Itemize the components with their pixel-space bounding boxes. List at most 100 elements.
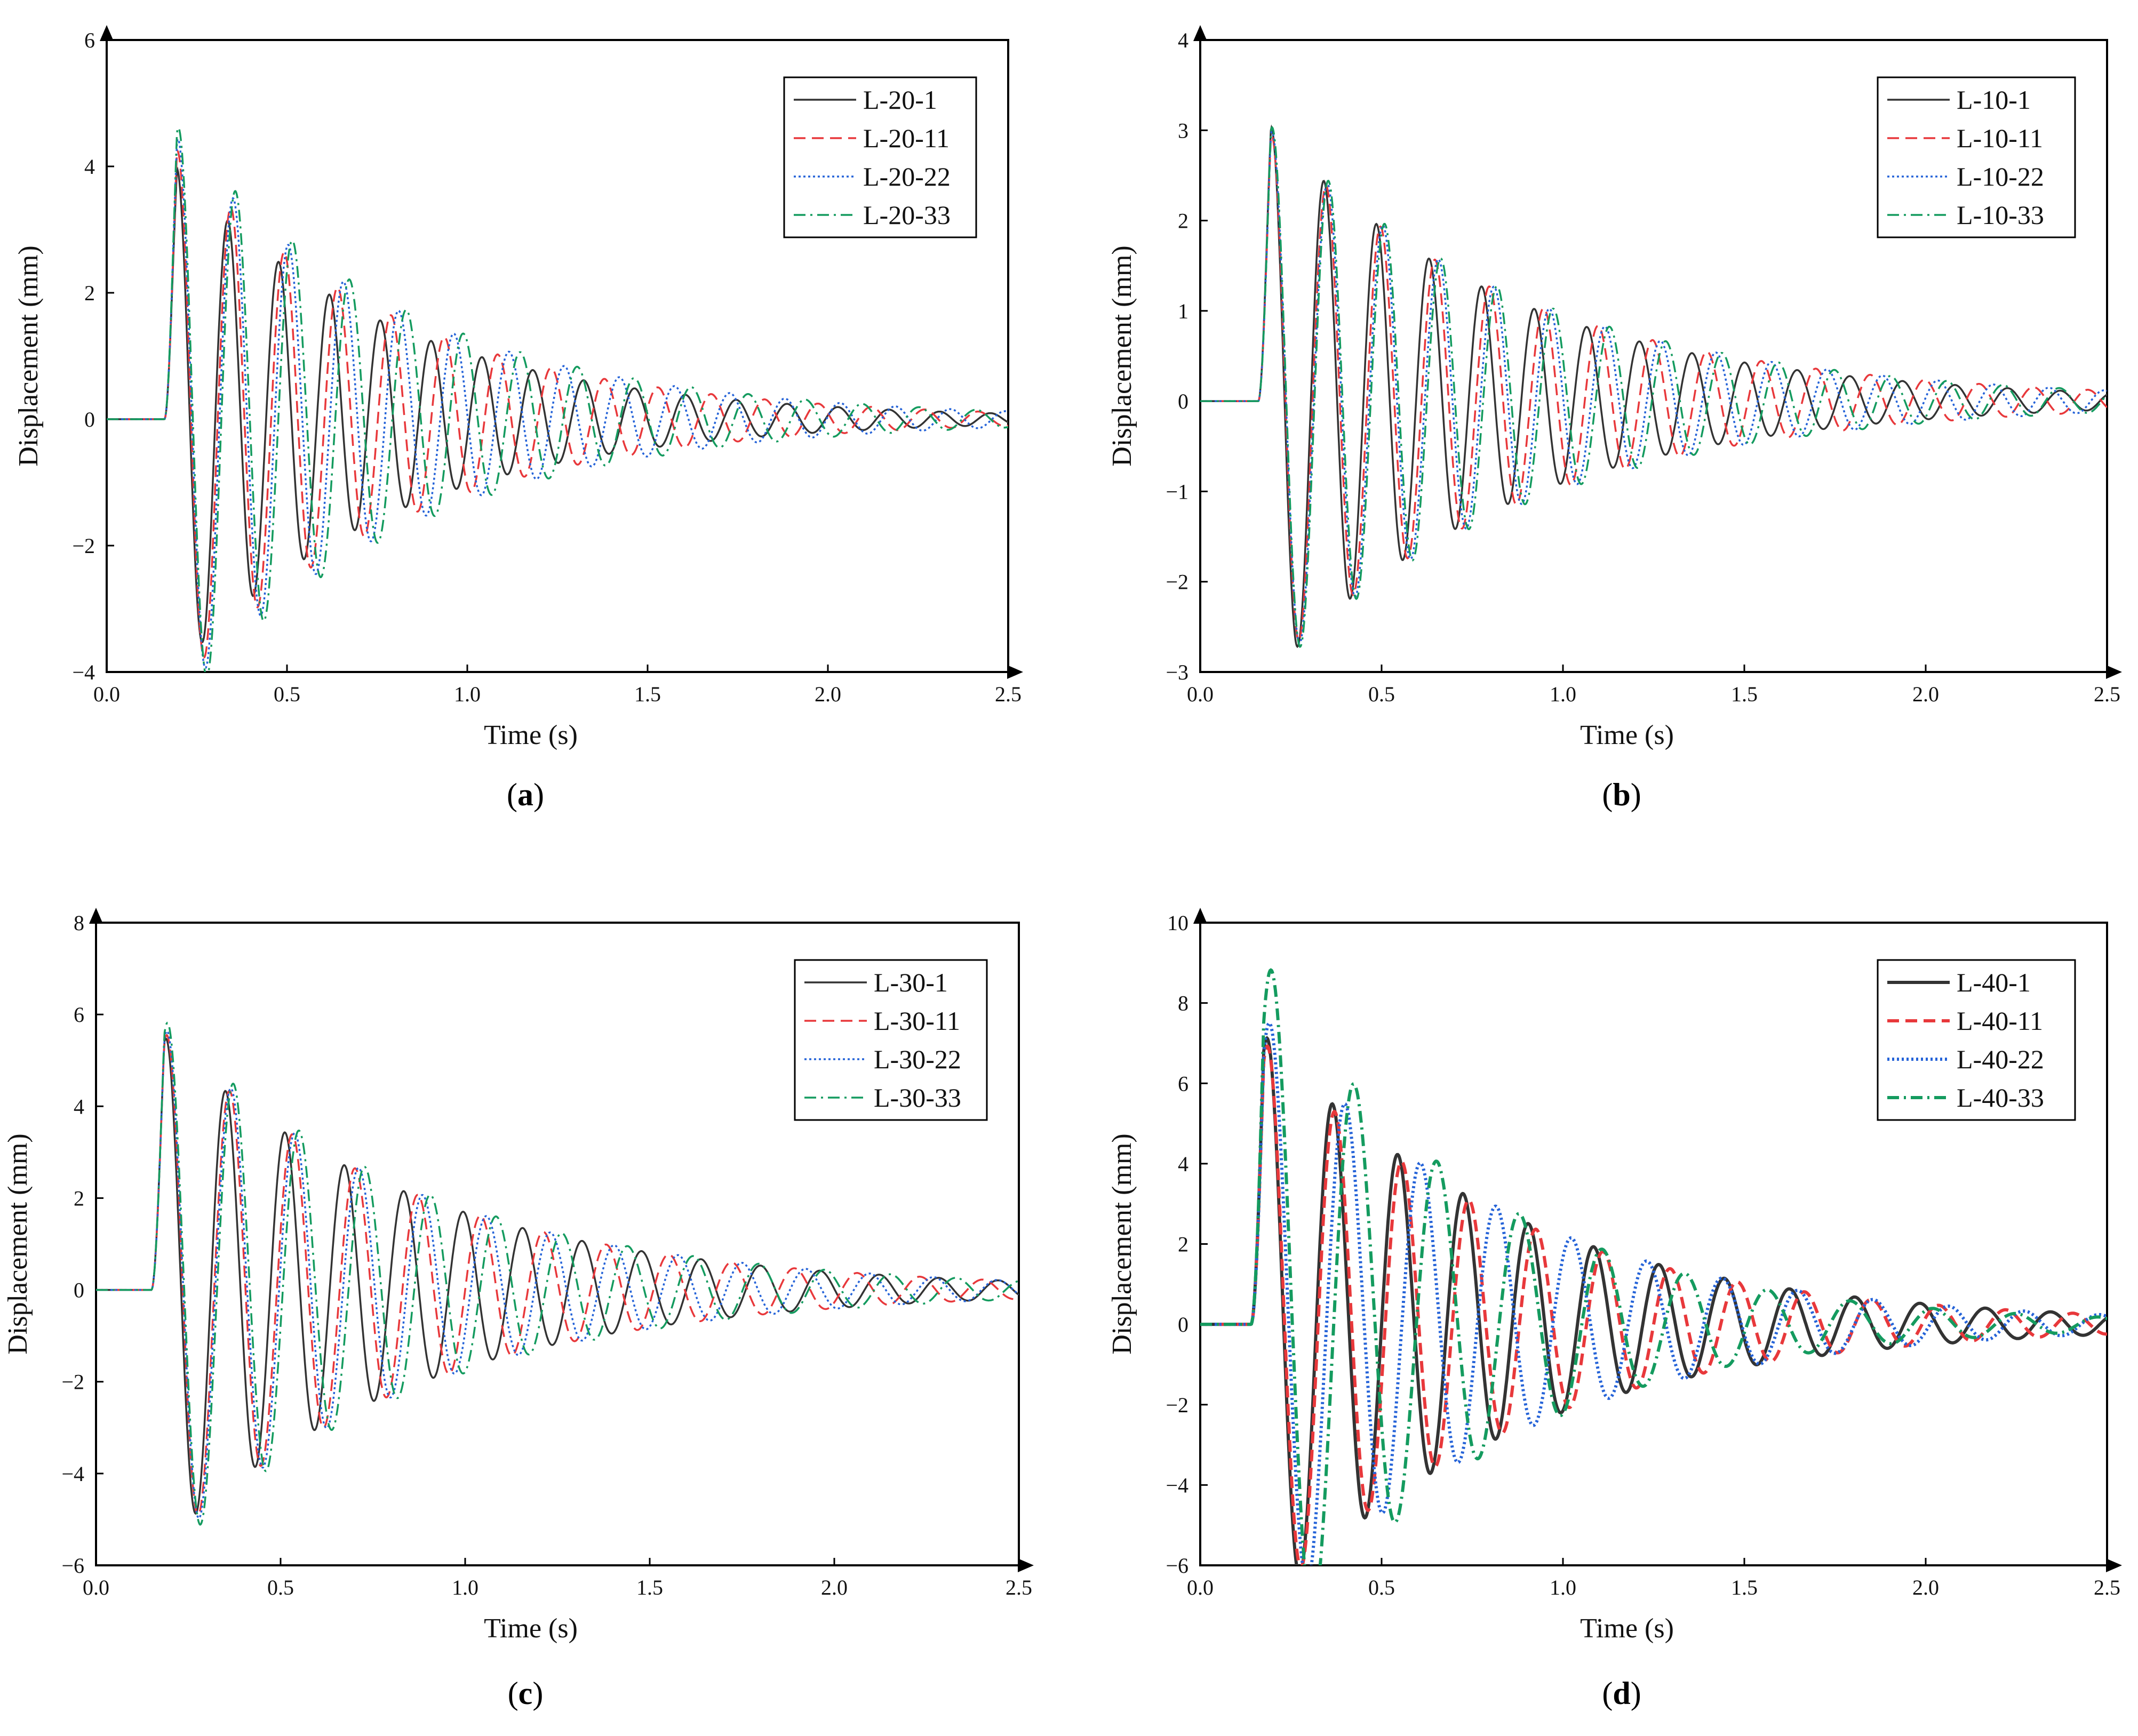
series-line-L-20-1	[107, 166, 1008, 644]
series-line-L-40-33	[1200, 968, 2107, 1565]
y-tick-label: 2	[74, 1186, 84, 1210]
y-axis-label: Displacement (mm)	[1107, 245, 1137, 466]
legend-label-L-30-22: L-30-22	[874, 1044, 961, 1074]
x-axis-label: Time (s)	[484, 720, 578, 750]
chart-panel-b: 0.0 0.5 1.0 1.5 2.0 2.5 −3 −2 −1 0 1 2 3 4 Time (s) Dis…	[1107, 25, 2122, 812]
y-tick-label: 0	[1178, 1313, 1188, 1337]
series-line-L-30-22	[96, 1030, 1019, 1519]
y-tick-label: 6	[74, 1003, 84, 1027]
series-line-L-20-11	[107, 148, 1008, 659]
x-tick-label: 2.5	[1006, 1575, 1032, 1599]
legend-label-L-20-1: L-20-1	[863, 85, 937, 115]
y-axis-label: Displacement (mm)	[13, 245, 44, 466]
y-tick-label: 1	[1178, 299, 1188, 323]
panel-caption: (d)	[1602, 1676, 1641, 1711]
y-tick-label: 4	[74, 1094, 84, 1118]
x-tick-label: 0.5	[1368, 1575, 1395, 1599]
x-axis-label: Time (s)	[1580, 1613, 1674, 1644]
x-tick-label: 2.5	[995, 682, 1022, 706]
x-tick-label: 2.0	[1912, 682, 1939, 706]
legend-label-L-20-33: L-20-33	[863, 200, 951, 230]
y-tick-label: 2	[84, 281, 95, 305]
series-line-L-10-22	[1200, 130, 2107, 645]
x-axis-arrow-icon	[1018, 1558, 1034, 1572]
legend-label-L-10-11: L-10-11	[1957, 123, 2043, 153]
y-axis-arrow-icon	[100, 25, 114, 41]
legend-label-L-40-22: L-40-22	[1957, 1044, 2044, 1074]
y-tick-label: 6	[84, 28, 95, 52]
legend-label-L-10-1: L-10-1	[1957, 85, 2031, 115]
x-tick-label: 0.0	[93, 682, 120, 706]
y-tick-label: −4	[61, 1462, 84, 1486]
plot-frame	[106, 39, 1009, 673]
y-tick-label: −4	[1166, 1473, 1188, 1497]
y-tick-label: 6	[1178, 1071, 1188, 1095]
x-tick-label: 0.5	[267, 1575, 294, 1599]
y-tick-label: −2	[1166, 1393, 1188, 1417]
x-tick-label: 2.0	[815, 682, 841, 706]
y-tick-label: −2	[1166, 570, 1188, 594]
y-axis-label: Displacement (mm)	[1107, 1133, 1137, 1354]
series-line-L-30-11	[96, 1034, 1019, 1517]
series-line-L-30-33	[96, 1021, 1019, 1526]
x-tick-label: 1.0	[452, 1575, 478, 1599]
y-tick-label: 8	[74, 911, 84, 935]
y-tick-label: 2	[1178, 1233, 1188, 1257]
x-tick-label: 2.5	[2094, 1575, 2120, 1599]
x-tick-label: 0.5	[274, 682, 300, 706]
chart-panel-d: 0.0 0.5 1.0 1.5 2.0 2.5 −6 −4 −2 0 2 4 6 8 10 Time (s) D…	[1107, 908, 2122, 1711]
legend-label-L-20-22: L-20-22	[863, 162, 951, 191]
legend-label-L-40-11: L-40-11	[1957, 1006, 2043, 1036]
x-tick-label: 0.0	[83, 1575, 109, 1599]
legend-box	[783, 76, 977, 238]
y-tick-label: 10	[1167, 911, 1188, 935]
x-axis-arrow-icon	[1007, 665, 1023, 679]
x-axis-arrow-icon	[2106, 665, 2122, 679]
y-axis-arrow-icon	[1193, 908, 1207, 924]
legend-label-L-30-1: L-30-1	[874, 967, 948, 997]
x-tick-label: 1.5	[634, 682, 661, 706]
x-axis-label: Time (s)	[1580, 720, 1674, 750]
legend-box	[794, 959, 988, 1121]
y-tick-label: 0	[1178, 389, 1188, 413]
x-tick-label: 1.5	[1731, 1575, 1758, 1599]
y-axis-label: Displacement (mm)	[3, 1133, 33, 1354]
legend-label-L-10-22: L-10-22	[1957, 162, 2044, 191]
legend-label-L-10-33: L-10-33	[1957, 200, 2044, 230]
y-tick-label: 2	[1178, 209, 1188, 233]
panel-caption: (c)	[508, 1676, 544, 1711]
y-axis-arrow-icon	[89, 908, 103, 924]
series-line-L-10-11	[1200, 133, 2107, 642]
y-tick-label: −4	[72, 660, 95, 684]
x-tick-label: 1.5	[636, 1575, 663, 1599]
x-axis-label: Time (s)	[484, 1613, 578, 1644]
y-tick-label: −2	[61, 1370, 84, 1394]
panel-caption: (a)	[507, 777, 544, 812]
y-tick-label: 0	[84, 407, 95, 431]
series-line-L-30-1	[96, 1037, 1019, 1515]
x-tick-label: 1.5	[1731, 682, 1758, 706]
x-tick-label: 2.0	[1912, 1575, 1939, 1599]
legend-box	[1877, 76, 2076, 238]
x-axis-arrow-icon	[2106, 1558, 2122, 1572]
legend-label-L-30-33: L-30-33	[874, 1083, 961, 1113]
y-axis-arrow-icon	[1193, 25, 1207, 41]
y-tick-label: −2	[72, 534, 95, 558]
x-tick-label: 1.0	[1550, 1575, 1576, 1599]
plot-frame	[1199, 39, 2108, 673]
y-tick-label: −3	[1166, 660, 1188, 684]
y-tick-label: 4	[1178, 1152, 1188, 1176]
y-tick-label: 3	[1178, 118, 1188, 142]
x-tick-label: 1.0	[454, 682, 481, 706]
series-line-L-20-33	[107, 126, 1008, 672]
legend-label-L-20-11: L-20-11	[863, 123, 950, 153]
legend-box	[1877, 959, 2076, 1121]
panel-caption: (b)	[1602, 777, 1641, 812]
legend-label-L-40-33: L-40-33	[1957, 1083, 2044, 1113]
y-tick-label: −6	[61, 1554, 84, 1578]
x-tick-label: 1.0	[1550, 682, 1576, 706]
y-tick-label: 8	[1178, 991, 1188, 1015]
y-tick-label: 4	[1178, 28, 1188, 52]
x-tick-label: 0.5	[1368, 682, 1395, 706]
legend-label-L-40-1: L-40-1	[1957, 967, 2031, 997]
